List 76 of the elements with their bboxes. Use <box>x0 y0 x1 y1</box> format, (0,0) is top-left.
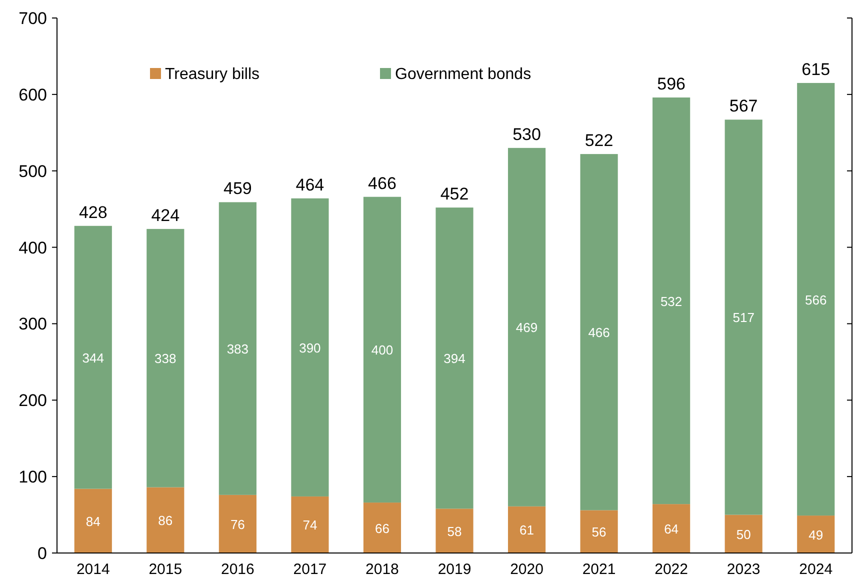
data-label: 532 <box>660 294 682 309</box>
bar <box>218 202 256 495</box>
y-tick-label: 0 <box>38 544 47 563</box>
data-label: 383 <box>226 342 249 357</box>
data-label: 517 <box>732 310 754 326</box>
y-tick-label: 700 <box>18 9 47 28</box>
bar <box>146 487 184 553</box>
bar <box>291 496 329 553</box>
x-tick-label: 2014 <box>76 561 110 578</box>
bar <box>580 154 618 510</box>
data-label: 61 <box>520 522 534 538</box>
data-label: 344 <box>82 350 104 366</box>
y-tick-label: 600 <box>18 85 47 104</box>
x-tick-label: 2019 <box>438 561 472 578</box>
total-label: 464 <box>296 175 324 194</box>
bar <box>291 198 329 496</box>
legend-label: Treasury bills <box>165 66 260 83</box>
total-label: 466 <box>368 174 396 193</box>
bar <box>146 228 184 488</box>
bar <box>508 148 546 506</box>
bar <box>508 506 546 553</box>
data-label: 400 <box>371 342 394 358</box>
x-tick-label: 2021 <box>582 561 616 578</box>
data-label: 50 <box>736 526 751 542</box>
total-label: 452 <box>440 184 469 204</box>
bar <box>74 226 112 489</box>
total-label: 424 <box>151 206 180 225</box>
bar <box>724 120 762 515</box>
bar <box>652 504 690 553</box>
bar <box>436 208 474 509</box>
total-label: 530 <box>512 124 541 144</box>
x-tick-label: 2018 <box>366 561 399 578</box>
x-tick-label: 2022 <box>654 561 688 578</box>
y-tick-label: 200 <box>18 391 47 410</box>
y-tick-label: 300 <box>18 314 47 334</box>
total-label: 615 <box>802 60 830 79</box>
bar <box>436 508 474 553</box>
y-tick-label: 400 <box>18 238 47 258</box>
data-label: 390 <box>299 340 321 356</box>
y-tick-label: 100 <box>18 468 47 487</box>
data-label: 86 <box>158 513 173 528</box>
total-label: 596 <box>657 74 686 94</box>
data-label: 74 <box>302 518 318 533</box>
total-label: 567 <box>729 96 758 116</box>
data-label: 56 <box>592 524 606 540</box>
bar <box>74 488 112 553</box>
data-label: 66 <box>374 520 390 536</box>
bar <box>797 516 835 553</box>
bar <box>580 510 618 553</box>
legend-label: Government bonds <box>395 66 532 83</box>
x-tick-label: 2023 <box>726 561 760 578</box>
total-label: 459 <box>223 179 252 198</box>
bar <box>363 502 402 553</box>
data-label: 76 <box>230 516 245 532</box>
x-tick-label: 2020 <box>510 561 544 578</box>
x-tick-label: 2015 <box>148 561 182 578</box>
total-label: 522 <box>584 131 614 150</box>
bar <box>652 97 690 504</box>
data-label: 49 <box>808 527 824 542</box>
data-label: 58 <box>447 524 462 539</box>
x-tick-label: 2024 <box>799 561 833 578</box>
data-label: 64 <box>664 522 679 537</box>
data-label: 338 <box>154 351 176 366</box>
total-label: 428 <box>78 202 108 222</box>
bar <box>797 82 835 516</box>
data-label: 566 <box>805 292 827 308</box>
data-label: 84 <box>86 514 100 529</box>
bar <box>724 514 762 553</box>
data-label: 469 <box>516 320 538 336</box>
x-tick-label: 2016 <box>220 561 254 578</box>
bar <box>218 494 256 553</box>
x-tick-label: 2017 <box>293 561 327 578</box>
bar <box>363 196 402 503</box>
data-label: 394 <box>444 351 466 366</box>
y-tick-label: 500 <box>18 162 47 181</box>
data-label: 466 <box>588 325 610 340</box>
